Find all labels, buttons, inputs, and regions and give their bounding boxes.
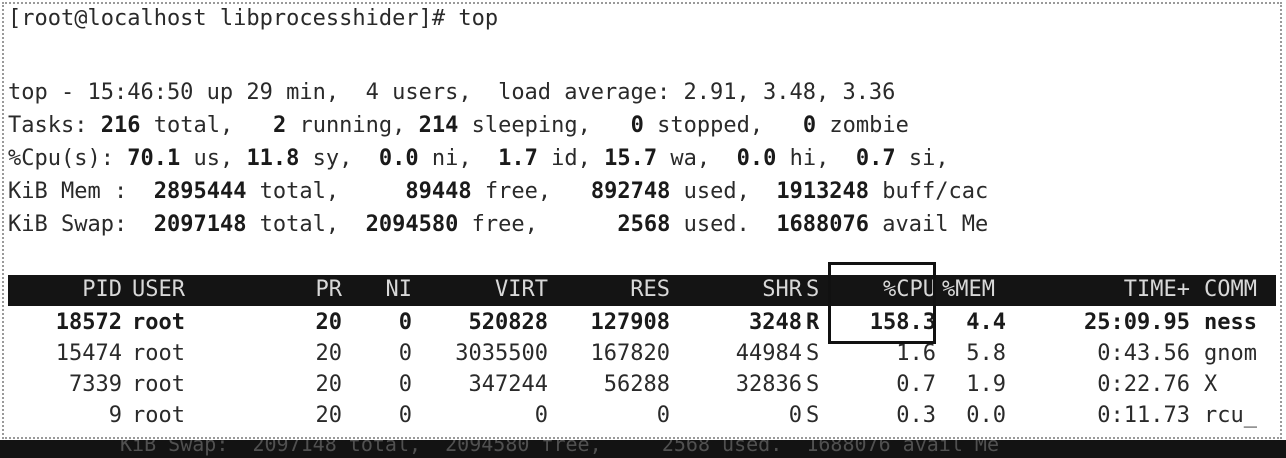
header-mem[interactable]: %MEM — [942, 277, 995, 302]
shr-cell: 3248 — [749, 310, 802, 335]
time-cell: 0:43.56 — [1097, 341, 1190, 366]
mem-line: KiB Mem : 2895444 total, 89448 free, 892… — [8, 179, 989, 204]
header-shr[interactable]: SHR — [762, 277, 802, 302]
command-cell: rcu_ — [1204, 403, 1257, 428]
user-cell: root — [132, 372, 185, 397]
header-pid[interactable]: PID — [82, 277, 122, 302]
shell-prompt: [root@localhost libprocesshider]# top — [8, 6, 499, 31]
mem-cell: 5.8 — [966, 341, 1006, 366]
command-cell: X — [1204, 372, 1218, 397]
process-row[interactable]: 18572 root 20 0 520828 127908 3248 R 158… — [8, 308, 1276, 338]
ni-cell: 0 — [398, 310, 412, 335]
header-pr[interactable]: PR — [315, 277, 343, 302]
mem-cell: 4.4 — [966, 310, 1006, 335]
pid-cell: 7339 — [69, 372, 122, 397]
command-cell: ness — [1204, 310, 1257, 335]
user-cell: root — [132, 310, 185, 335]
terminal-frame — [2, 2, 1282, 439]
time-cell: 0:11.73 — [1097, 403, 1190, 428]
ni-cell: 0 — [398, 341, 412, 366]
process-row[interactable]: 15474 root 20 0 3035500 167820 44984 S 1… — [8, 339, 1276, 369]
user-cell: root — [132, 403, 185, 428]
cpu-cell: 1.6 — [896, 341, 936, 366]
pr-cell: 20 — [315, 403, 343, 428]
state-cell: S — [806, 341, 820, 366]
res-cell: 0 — [656, 403, 670, 428]
mem-cell: 0.0 — [966, 403, 1006, 428]
time-cell: 25:09.95 — [1084, 310, 1190, 335]
process-row[interactable]: 9 root 20 0 0 0 0 S 0.3 0.0 0:11.73 rcu_ — [8, 401, 1276, 431]
header-cpu[interactable]: %CPU — [883, 277, 936, 302]
tasks-line: Tasks: 216 total, 2 running, 214 sleepin… — [8, 113, 909, 138]
ni-cell: 0 — [398, 372, 412, 397]
res-cell: 127908 — [590, 310, 670, 335]
pr-cell: 20 — [315, 310, 343, 335]
pr-cell: 20 — [315, 341, 343, 366]
shr-cell: 32836 — [735, 372, 802, 397]
header-state[interactable]: S — [806, 277, 820, 302]
virt-cell: 520828 — [468, 310, 548, 335]
virt-cell: 3035500 — [455, 341, 548, 366]
cpu-cell: 158.3 — [869, 310, 936, 335]
cpu-line: %Cpu(s): 70.1 us, 11.8 sy, 0.0 ni, 1.7 i… — [8, 146, 949, 171]
res-cell: 56288 — [603, 372, 670, 397]
shr-cell: 0 — [788, 403, 802, 428]
pid-cell: 15474 — [55, 341, 122, 366]
state-cell: S — [806, 372, 820, 397]
pid-cell: 18572 — [55, 310, 122, 335]
process-row[interactable]: 7339 root 20 0 347244 56288 32836 S 0.7 … — [8, 370, 1276, 400]
header-time[interactable]: TIME+ — [1123, 277, 1190, 302]
res-cell: 167820 — [590, 341, 670, 366]
virt-cell: 0 — [534, 403, 548, 428]
state-cell: R — [806, 310, 820, 335]
cpu-cell: 0.7 — [896, 372, 936, 397]
virt-cell: 347244 — [468, 372, 548, 397]
pr-cell: 20 — [315, 372, 343, 397]
bottom-terminal-strip: KiB Swap: 2097148 total, 2094580 free, 2… — [0, 440, 1286, 458]
user-cell: root — [132, 341, 185, 366]
process-table-header: PID USER PR NI VIRT RES SHR S %CPU %MEM … — [8, 275, 1276, 306]
top-summary-line: top - 15:46:50 up 29 min, 4 users, load … — [8, 80, 896, 105]
state-cell: S — [806, 403, 820, 428]
command-cell: gnom — [1204, 341, 1257, 366]
cpu-cell: 0.3 — [896, 403, 936, 428]
header-ni[interactable]: NI — [385, 277, 413, 302]
header-virt[interactable]: VIRT — [495, 277, 548, 302]
time-cell: 0:22.76 — [1097, 372, 1190, 397]
header-res[interactable]: RES — [630, 277, 670, 302]
swap-line: KiB Swap: 2097148 total, 2094580 free, 2… — [8, 212, 989, 237]
shr-cell: 44984 — [735, 341, 802, 366]
ni-cell: 0 — [398, 403, 412, 428]
header-command[interactable]: COMM — [1204, 277, 1257, 302]
bottom-swap-fragment: KiB Swap: 2097148 total, 2094580 free, 2… — [120, 440, 999, 456]
pid-cell: 9 — [108, 403, 122, 428]
header-user[interactable]: USER — [132, 277, 185, 302]
cpu-highlight-box — [828, 262, 936, 344]
mem-cell: 1.9 — [966, 372, 1006, 397]
